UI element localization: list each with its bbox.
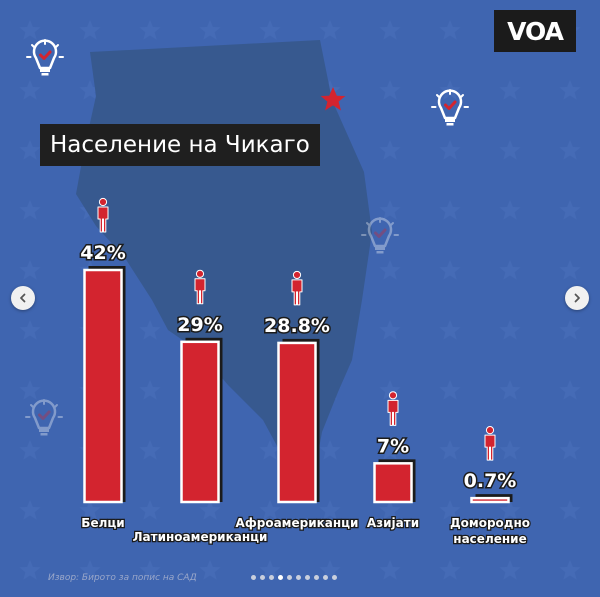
pagination-dots — [251, 575, 337, 580]
bar — [83, 268, 123, 504]
category-label: Латиноамериканци — [133, 530, 268, 544]
chevron-right-icon — [574, 293, 580, 303]
bar — [180, 340, 220, 504]
source-note: Извор: Бирото за попис на САД — [48, 573, 197, 583]
pagination-dot[interactable] — [287, 575, 292, 580]
pagination-dot[interactable] — [251, 575, 256, 580]
voa-logo: VOA — [494, 10, 576, 52]
value-label: 29% — [177, 314, 222, 336]
pagination-dot[interactable] — [296, 575, 301, 580]
category-label: население — [453, 532, 526, 546]
next-slide-button[interactable] — [565, 286, 589, 310]
category-label: Домородно — [450, 516, 530, 530]
pagination-dot[interactable] — [314, 575, 319, 580]
chevron-left-icon — [20, 293, 26, 303]
pagination-dot[interactable] — [323, 575, 328, 580]
pagination-dot[interactable] — [278, 575, 283, 580]
chart-title: Население на Чикаго — [40, 124, 320, 166]
category-label: Азијати — [367, 516, 419, 530]
pagination-dot[interactable] — [305, 575, 310, 580]
value-label: 28.8% — [264, 315, 330, 337]
bar — [277, 341, 317, 504]
pagination-dot[interactable] — [269, 575, 274, 580]
star-icon — [320, 87, 346, 111]
bar-chart: 42% Белци 29% Латиноамериканци 28.8% Афроамер… — [79, 197, 531, 547]
value-label: 42% — [80, 242, 125, 264]
value-label: 7% — [377, 435, 409, 457]
value-label: 0.7% — [464, 470, 517, 492]
category-label: Афроамериканци — [236, 516, 359, 530]
bar — [470, 496, 510, 504]
previous-slide-button[interactable] — [11, 286, 35, 310]
category-label: Белци — [81, 516, 124, 530]
pagination-dot[interactable] — [332, 575, 337, 580]
pagination-dot[interactable] — [260, 575, 265, 580]
bar — [373, 462, 413, 504]
